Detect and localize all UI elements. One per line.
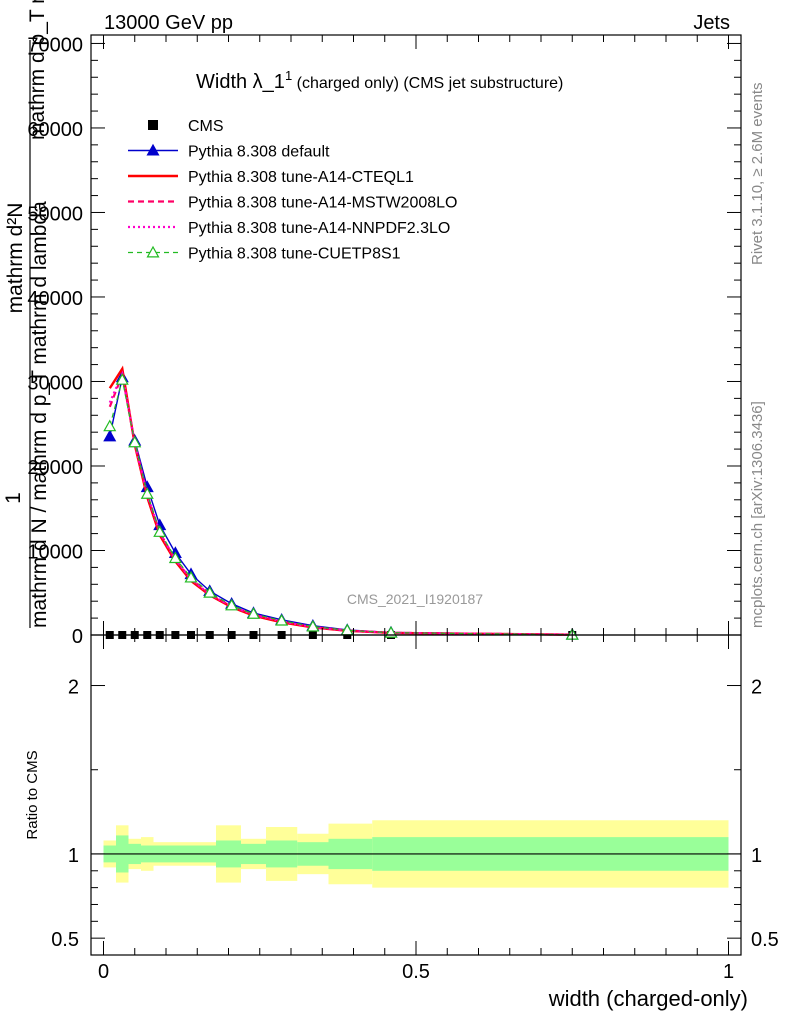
series-3 [108,370,573,636]
series-2 [108,365,573,636]
legend-item: Pythia 8.308 default [128,144,330,161]
chart-title-main: Width λ_1 [196,71,285,93]
y-tick-label: 20000 [27,457,83,479]
series-marker [246,607,261,619]
ratio-plot-frame [90,634,742,956]
y-tick-label: 70000 [27,34,83,56]
series-line [109,379,573,636]
legend: CMS Pythia 8.308 default Pythia 8.308 tune… [128,118,457,263]
y-tick-label: 10000 [27,541,83,563]
ylabel-numerator: 1 [2,492,25,504]
ratio-y-tick-label: 2 [68,677,79,699]
ylabel-denominator: mathrm d N / mathrm d p_T mathrm d lambd… [28,201,51,628]
x-tick-label: 0.5 [402,961,430,983]
series-line [108,365,573,636]
ratio-y-tick-label-right: 2 [751,677,762,699]
chart-title-rest: (charged only) (CMS jet substructure) [292,75,563,92]
series-marker [168,551,182,564]
chart-title-sup: 1 [285,68,292,83]
series-line [109,377,573,636]
legend-item: CMS [148,118,224,135]
series-marker [306,619,320,632]
legend-label: Pythia 8.308 tune-CUETP8S1 [188,246,401,263]
legend-label: Pythia 8.308 default [188,144,330,161]
series-4 [108,370,573,636]
legend-item: Pythia 8.308 tune-CUETP8S1 [128,246,401,263]
y-tick-label: 60000 [27,119,83,141]
series-5 [103,373,579,640]
y-tick-label: 40000 [27,288,83,310]
series-marker [128,435,142,448]
series-marker [103,429,117,442]
main-ylabel: 1 mathrm d²N mathrm d p_T mathrm d lambd… [2,0,51,628]
series-marker [184,570,198,583]
series-marker [115,373,129,385]
series-marker [275,613,289,626]
legend-item: Pythia 8.308 tune-A14-CTEQL1 [128,169,414,186]
legend-swatch [148,120,158,130]
analysis-watermark: CMS_2021_I1920187 [347,591,483,607]
series-marker [153,525,167,537]
legend-item: Pythia 8.308 tune-A14-MSTW2008LO [128,195,457,212]
legend-label: Pythia 8.308 tune-A14-MSTW2008LO [188,195,457,212]
series-marker [103,419,117,432]
ratio-y-tick-label-right: 1 [751,845,762,867]
y-tick-label: 0 [72,626,83,648]
ylabel-top: mathrm d p_T mathrm d lambda [26,0,49,140]
y-tick-label: 50000 [27,203,83,225]
mcplots-label: mcplots.cern.ch [arXiv:1306.3436] [749,401,766,628]
ratio-y-tick-label: 1 [68,845,79,867]
rivet-version-label: Rivet 3.1.10, ≥ 2.6M events [749,83,766,266]
series-marker [203,586,217,598]
ylabel-side: mathrm d²N [4,203,27,314]
series-line [108,370,573,636]
series-marker [140,487,154,499]
legend-item: Pythia 8.308 tune-A14-NNPDF2.3LO [128,220,450,237]
process-label: Jets [693,12,730,34]
chart-title: Width λ_11 (charged only) (CMS jet subst… [196,68,563,93]
legend-marker [146,245,160,258]
ratio-y-tick-label-right: 0.5 [751,929,779,951]
ratio-y-tick-label: 0.5 [51,929,79,951]
legend-label: CMS [188,118,224,135]
ratio-ylabel: Ratio to CMS [24,750,41,839]
legend-marker [146,143,160,156]
energy-label: 13000 GeV pp [104,12,233,34]
x-axis-label: width (charged-only) [548,986,748,1011]
series-marker [225,598,239,611]
legend-label: Pythia 8.308 tune-A14-CTEQL1 [188,169,414,186]
y-tick-label: 30000 [27,372,83,394]
x-tick-label: 0 [98,961,109,983]
legend-label: Pythia 8.308 tune-A14-NNPDF2.3LO [188,220,450,237]
series-line [108,370,573,636]
series-1 [103,370,579,640]
x-tick-label: 1 [723,961,734,983]
